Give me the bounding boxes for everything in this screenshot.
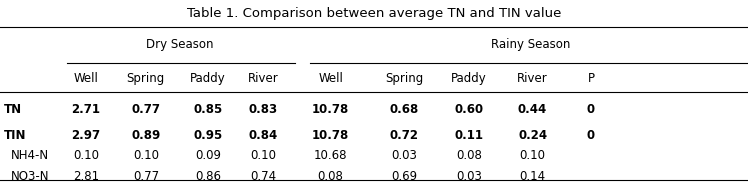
Text: 2.97: 2.97 — [72, 129, 100, 142]
Text: 0.83: 0.83 — [249, 103, 278, 116]
Text: Table 1. Comparison between average TN and TIN value: Table 1. Comparison between average TN a… — [187, 7, 561, 20]
Text: 0.72: 0.72 — [390, 129, 418, 142]
Text: 0.60: 0.60 — [455, 103, 483, 116]
Text: 0.69: 0.69 — [391, 170, 417, 183]
Text: 0.08: 0.08 — [318, 170, 343, 183]
Text: 0.84: 0.84 — [248, 129, 278, 142]
Text: 0.09: 0.09 — [195, 149, 221, 162]
Text: Rainy Season: Rainy Season — [491, 38, 571, 51]
Text: 0.14: 0.14 — [520, 170, 545, 183]
Text: 0.86: 0.86 — [195, 170, 221, 183]
Text: 0.10: 0.10 — [133, 149, 159, 162]
Text: Spring: Spring — [384, 72, 423, 85]
Text: 0.03: 0.03 — [391, 149, 417, 162]
Text: 0: 0 — [587, 103, 595, 116]
Text: 0.10: 0.10 — [73, 149, 99, 162]
Text: River: River — [248, 72, 279, 85]
Text: 0.10: 0.10 — [251, 149, 276, 162]
Text: TIN: TIN — [4, 129, 26, 142]
Text: 0.85: 0.85 — [193, 103, 223, 116]
Text: 0.77: 0.77 — [132, 103, 160, 116]
Text: 0.24: 0.24 — [518, 129, 547, 142]
Text: Paddy: Paddy — [190, 72, 226, 85]
Text: Well: Well — [73, 72, 99, 85]
Text: Dry Season: Dry Season — [146, 38, 213, 51]
Text: Paddy: Paddy — [451, 72, 487, 85]
Text: NO3-N: NO3-N — [11, 170, 49, 183]
Text: 10.78: 10.78 — [312, 129, 349, 142]
Text: NH4-N: NH4-N — [11, 149, 49, 162]
Text: 0.10: 0.10 — [520, 149, 545, 162]
Text: 0.68: 0.68 — [389, 103, 419, 116]
Text: 0.77: 0.77 — [133, 170, 159, 183]
Text: 2.71: 2.71 — [72, 103, 100, 116]
Text: 0.03: 0.03 — [456, 170, 482, 183]
Text: P: P — [587, 72, 595, 85]
Text: 0.95: 0.95 — [193, 129, 223, 142]
Text: 0.44: 0.44 — [518, 103, 548, 116]
Text: 10.78: 10.78 — [312, 103, 349, 116]
Text: 0.89: 0.89 — [131, 129, 161, 142]
Text: 0: 0 — [587, 129, 595, 142]
Text: Well: Well — [318, 72, 343, 85]
Text: 0.08: 0.08 — [456, 149, 482, 162]
Text: 10.68: 10.68 — [314, 149, 347, 162]
Text: River: River — [517, 72, 548, 85]
Text: 0.11: 0.11 — [455, 129, 483, 142]
Text: 2.81: 2.81 — [73, 170, 99, 183]
Text: TN: TN — [4, 103, 22, 116]
Text: 0.74: 0.74 — [251, 170, 276, 183]
Text: Spring: Spring — [126, 72, 165, 85]
